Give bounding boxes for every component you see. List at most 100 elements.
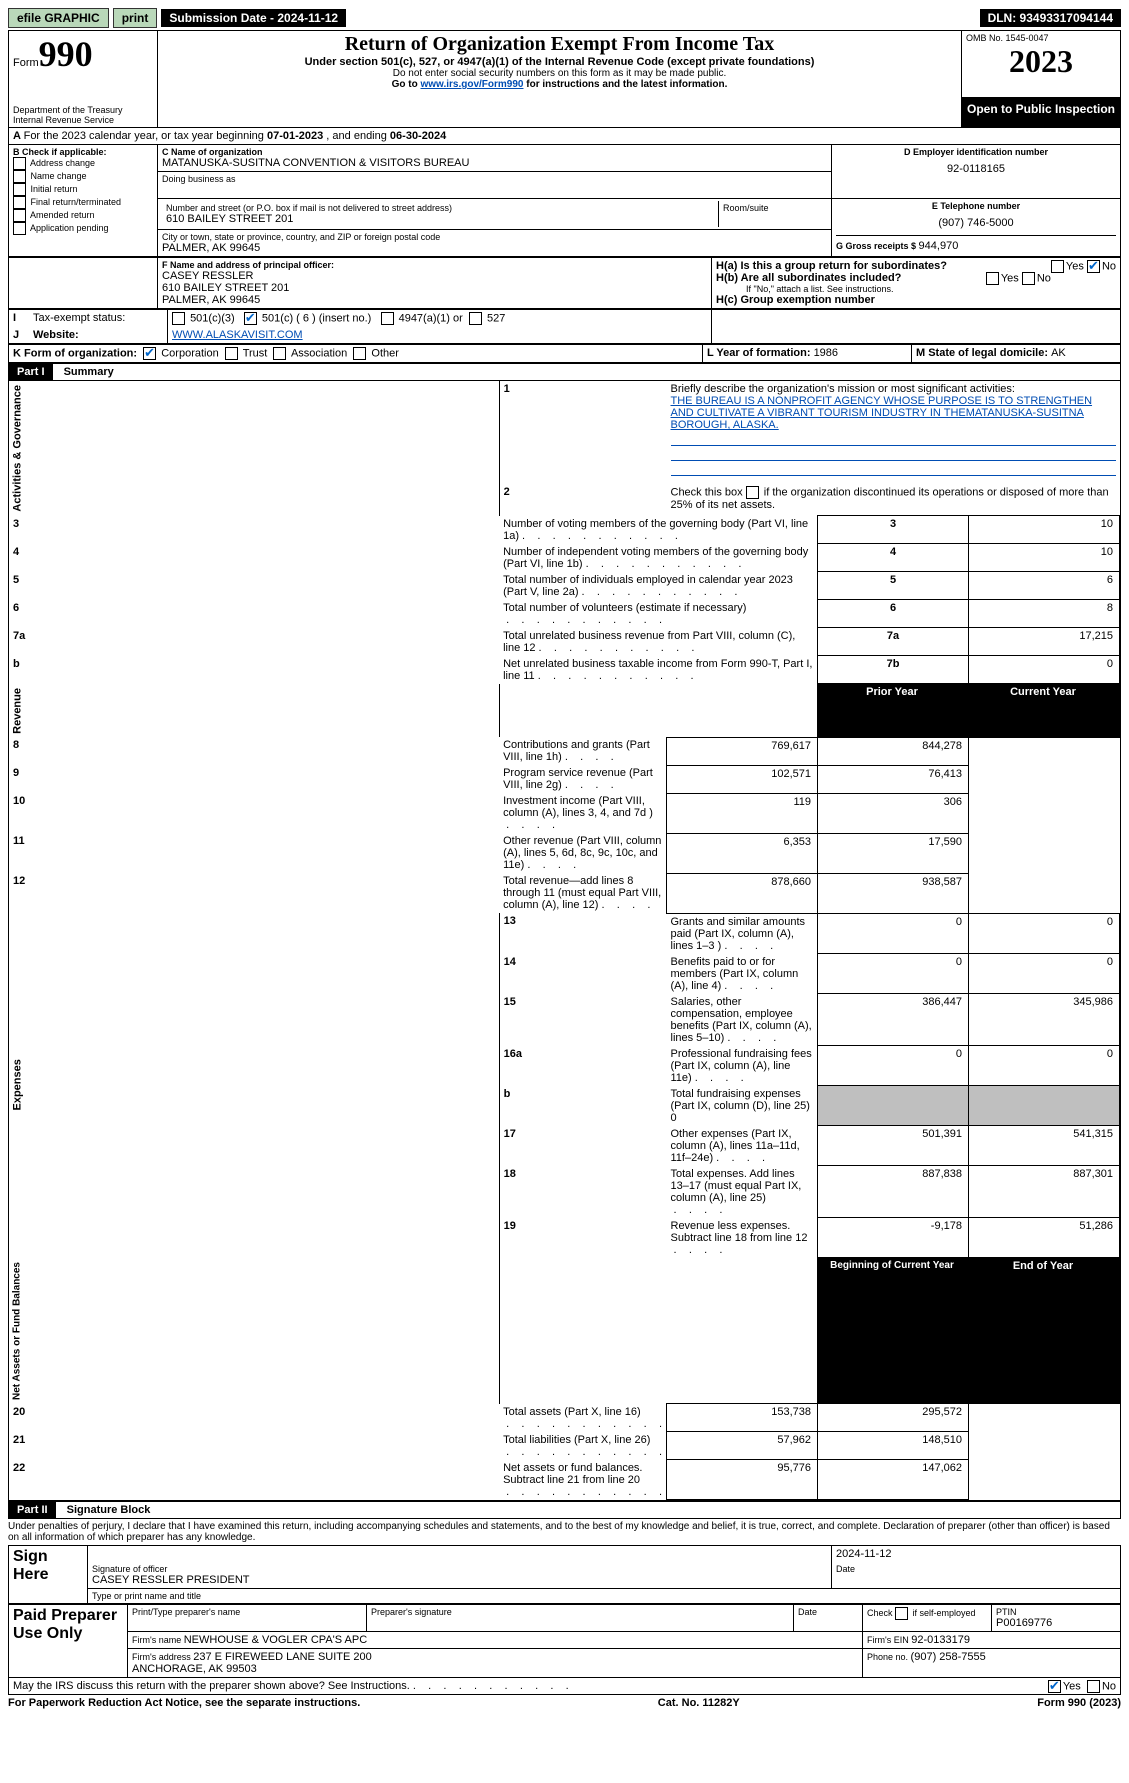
sign-here: Sign Here [9, 1546, 88, 1604]
net-row: 20Total assets (Part X, line 16)153,7382… [9, 1404, 1120, 1432]
form-number: 990 [39, 34, 93, 74]
form-subtitle: Under section 501(c), 527, or 4947(a)(1)… [162, 56, 957, 68]
527-check[interactable] [469, 312, 482, 325]
domicile: AK [1051, 347, 1066, 359]
discuss-yes[interactable] [1048, 1680, 1061, 1693]
ptin: P00169776 [996, 1617, 1116, 1629]
part2-header: Part II [9, 1502, 56, 1518]
phone: (907) 746-5000 [836, 217, 1116, 229]
rev-row: 9Program service revenue (Part VIII, lin… [9, 765, 1120, 793]
website-link[interactable]: WWW.ALASKAVISIT.COM [172, 329, 303, 341]
goto-post: for instructions and the latest informat… [523, 79, 727, 90]
gov-row: bNet unrelated business taxable income f… [9, 656, 1120, 684]
b-item: Amended return [13, 209, 153, 222]
4947-check[interactable] [381, 312, 394, 325]
firm-ein: 92-0133179 [911, 1634, 970, 1646]
ssn-warning: Do not enter social security numbers on … [162, 68, 957, 79]
omb: OMB No. 1545-0047 [966, 33, 1116, 43]
net-row: 21Total liabilities (Part X, line 26)57,… [9, 1432, 1120, 1460]
gov-row: 4Number of independent voting members of… [9, 544, 1120, 572]
summary-table: Activities & Governance 1 Briefly descri… [9, 381, 1120, 1500]
c-check[interactable] [244, 312, 257, 325]
officer-city: PALMER, AK 99645 [162, 294, 707, 306]
exp-label: Expenses [9, 913, 499, 1258]
exp-row: Expenses13Grants and similar amounts pai… [9, 913, 1120, 954]
ha-no[interactable] [1087, 260, 1100, 273]
gov-row: 6Total number of volunteers (estimate if… [9, 600, 1120, 628]
c3-check[interactable] [172, 312, 185, 325]
firm-name: NEWHOUSE & VOGLER CPA'S APC [184, 1634, 367, 1646]
paid-preparer-table: Paid Preparer Use Only Print/Type prepar… [8, 1604, 1121, 1678]
gov-row: 5Total number of individuals employed in… [9, 572, 1120, 600]
g-label: G Gross receipts $ [836, 241, 919, 251]
efile-button[interactable]: efile GRAPHIC [8, 8, 109, 28]
perjury: Under penalties of perjury, I declare th… [8, 1519, 1121, 1545]
b-item: Initial return [13, 183, 153, 196]
self-emp-check[interactable] [895, 1607, 908, 1620]
date-label: Date [836, 1564, 1116, 1574]
dln: DLN: 93493317094144 [980, 9, 1121, 27]
trust-check[interactable] [225, 347, 238, 360]
officer: CASEY RESSLER PRESIDENT [92, 1574, 827, 1586]
phone-label: Phone no. [867, 1652, 911, 1662]
corp-check[interactable] [143, 347, 156, 360]
dba-label: Doing business as [162, 174, 827, 184]
prep-date-label: Date [798, 1607, 858, 1617]
rev-row: 11Other revenue (Part VIII, column (A), … [9, 833, 1120, 873]
b-item: Application pending [13, 222, 153, 235]
b-item: Name change [13, 170, 153, 183]
hb-yes[interactable] [986, 272, 999, 285]
ein: 92-0118165 [836, 163, 1116, 175]
pra: For Paperwork Reduction Act Notice, see … [8, 1697, 360, 1709]
mission: THE BUREAU IS A NONPROFIT AGENCY WHOSE P… [671, 395, 1093, 431]
b-item: Final return/terminated [13, 196, 153, 209]
f-label: F Name and address of principal officer: [162, 260, 707, 270]
part1-header: Part I [9, 364, 53, 380]
street-label: Number and street (or P.O. box if mail i… [166, 203, 714, 213]
cat: Cat. No. 11282Y [658, 1697, 740, 1709]
gov-row: 7aTotal unrelated business revenue from … [9, 628, 1120, 656]
l2-check[interactable] [746, 486, 759, 499]
col-prior: Prior Year [818, 684, 969, 738]
prep-name-label: Print/Type preparer's name [132, 1607, 362, 1617]
entity-block: B Check if applicable: Address change Na… [8, 144, 1121, 257]
submission-date: Submission Date - 2024-11-12 [161, 9, 346, 27]
ha-label: H(a) Is this a group return for subordin… [716, 260, 947, 272]
col-begin: Beginning of Current Year [818, 1258, 969, 1404]
prep-sig-label: Preparer's signature [371, 1607, 789, 1617]
l1-label: Briefly describe the organization's miss… [671, 383, 1015, 395]
org-name: MATANUSKA-SUSITNA CONVENTION & VISITORS … [162, 157, 827, 169]
topbar: efile GRAPHIC print Submission Date - 20… [8, 8, 1121, 28]
k-l-m-block: K Form of organization: Corporation Trus… [8, 344, 1121, 363]
f-h-block: F Name and address of principal officer:… [8, 257, 1121, 309]
discuss-no[interactable] [1087, 1680, 1100, 1693]
c-name-label: C Name of organization [162, 147, 827, 157]
firm-ein-label: Firm's EIN [867, 1635, 911, 1645]
tax-year: 2023 [966, 43, 1116, 80]
rev-row: 8Contributions and grants (Part VIII, li… [9, 737, 1120, 765]
yof: 1986 [814, 347, 838, 359]
firm-name-label: Firm's name [132, 1635, 184, 1645]
part1-title: Summary [56, 366, 114, 378]
net-label: Net Assets or Fund Balances [9, 1258, 499, 1404]
firm-addr-label: Firm's address [132, 1652, 193, 1662]
sig-date: 2024-11-12 [832, 1546, 1121, 1563]
other-check[interactable] [353, 347, 366, 360]
l-label: L Year of formation: [707, 347, 814, 359]
rev-row: 10Investment income (Part VIII, column (… [9, 793, 1120, 833]
print-button[interactable]: print [113, 8, 158, 28]
hb-no[interactable] [1022, 272, 1035, 285]
officer-name: CASEY RESSLER [162, 270, 707, 282]
form-header: Form990 Department of the Treasury Inter… [8, 30, 1121, 128]
city-label: City or town, state or province, country… [162, 232, 827, 242]
irs-link[interactable]: www.irs.gov/Form990 [420, 79, 523, 90]
form-ref: Form 990 (2023) [1037, 1697, 1121, 1709]
col-current: Current Year [969, 684, 1120, 738]
form-title: Return of Organization Exempt From Incom… [162, 33, 957, 56]
ha-yes[interactable] [1051, 260, 1064, 273]
form-label: Form [13, 57, 39, 69]
city: PALMER, AK 99645 [162, 242, 827, 254]
assoc-check[interactable] [273, 347, 286, 360]
dept-label: Department of the Treasury Internal Reve… [13, 105, 153, 125]
rev-row: 12Total revenue—add lines 8 through 11 (… [9, 873, 1120, 913]
